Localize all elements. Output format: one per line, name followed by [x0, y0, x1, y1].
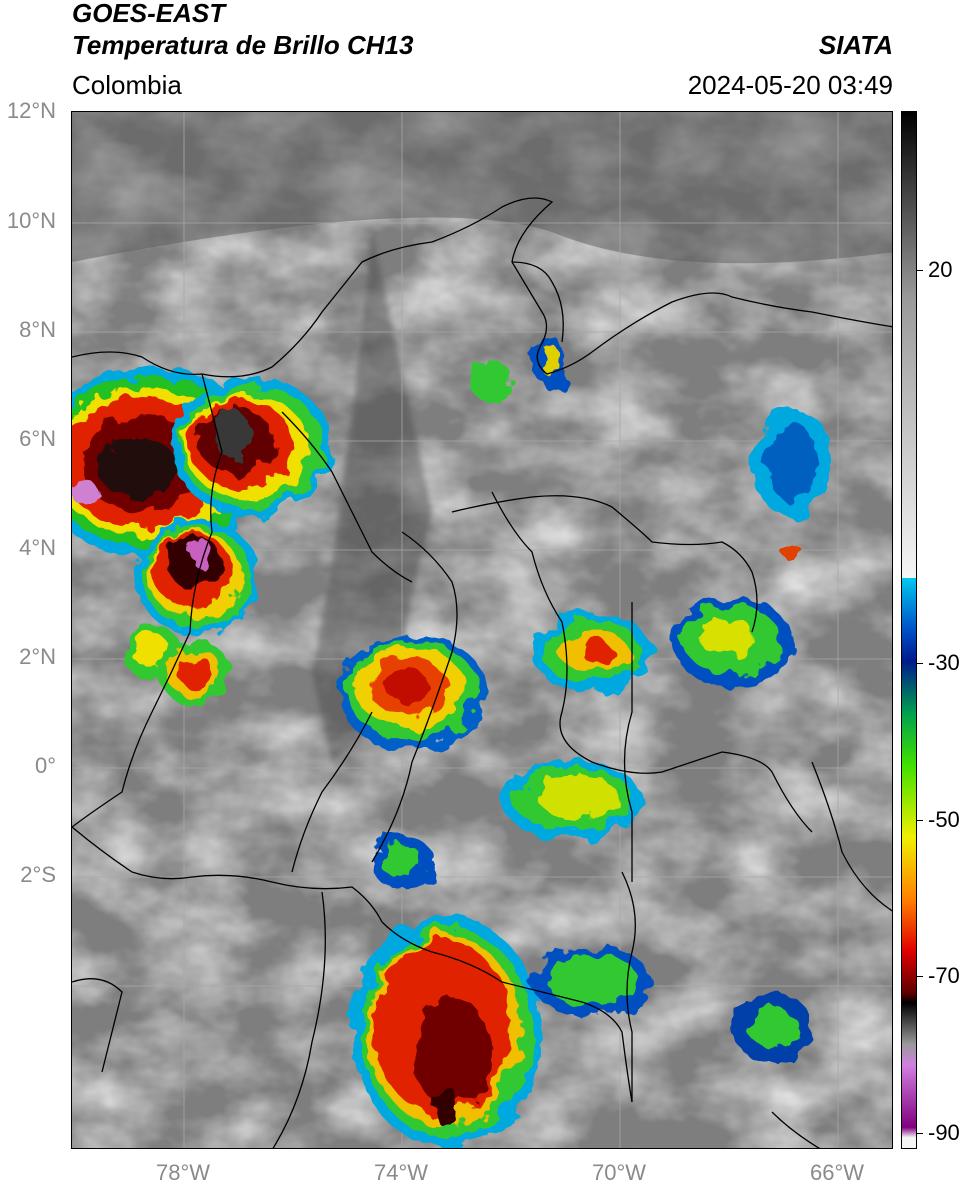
- colorbar-tick: [917, 820, 923, 821]
- coastlines-borders: [72, 197, 892, 1148]
- cell-southeast: [532, 947, 812, 1062]
- dark-sea-area: [72, 112, 892, 264]
- lat-label-0: 0°: [34, 753, 56, 778]
- cell-pacific-4n: [122, 626, 230, 704]
- colorbar-tick: [917, 270, 923, 271]
- colorbar-label-m30: -30: [928, 650, 960, 675]
- lat-label-12n: 12°N: [6, 98, 56, 123]
- lat-label-2n: 2°N: [19, 644, 56, 669]
- colorbar: [901, 111, 917, 1149]
- lat-label-2s: 2°S: [20, 862, 56, 887]
- cell-amazon: [352, 917, 542, 1147]
- satellite-map[interactable]: [71, 111, 893, 1149]
- convective-cells: [72, 336, 832, 1147]
- colorbar-tick: [917, 1133, 923, 1134]
- map-canvas: [72, 112, 892, 1148]
- lon-label-78w: 78°W: [155, 1160, 211, 1185]
- colorbar-label-m90: -90: [928, 1120, 960, 1145]
- cell-maracaibo: [470, 336, 566, 402]
- brand-label: SIATA: [818, 30, 893, 60]
- cell-vichada: [502, 760, 642, 840]
- cell-north-urab: [172, 377, 332, 517]
- cell-guaviare: [370, 836, 434, 888]
- lat-label-8n: 8°N: [19, 317, 56, 342]
- lon-label-66w: 66°W: [809, 1160, 865, 1185]
- colorbar-label-m70: -70: [928, 963, 960, 988]
- cell-venezuela-north: [752, 407, 832, 560]
- lon-label-70w: 70°W: [591, 1160, 647, 1185]
- cell-east-llanos: [532, 612, 652, 692]
- map-title-satellite: GOES-EAST: [72, 0, 226, 28]
- lat-label-10n: 10°N: [6, 208, 56, 233]
- lat-label-6n: 6°N: [19, 426, 56, 451]
- cell-choco: [135, 519, 259, 635]
- colorbar-label-m50: -50: [928, 807, 960, 832]
- colorbar-label-20: 20: [928, 257, 953, 282]
- colorbar-tick: [917, 976, 923, 977]
- cell-meta: [337, 634, 487, 750]
- lon-label-74w: 74°W: [373, 1160, 429, 1185]
- colorbar-tick: [917, 663, 923, 664]
- timestamp-label: 2024-05-20 03:49: [687, 70, 893, 100]
- cell-venezuela-east: [672, 597, 792, 687]
- map-title-product: Temperatura de Brillo CH13: [72, 30, 414, 60]
- lat-label-4n: 4°N: [19, 535, 56, 560]
- region-label: Colombia: [72, 70, 182, 100]
